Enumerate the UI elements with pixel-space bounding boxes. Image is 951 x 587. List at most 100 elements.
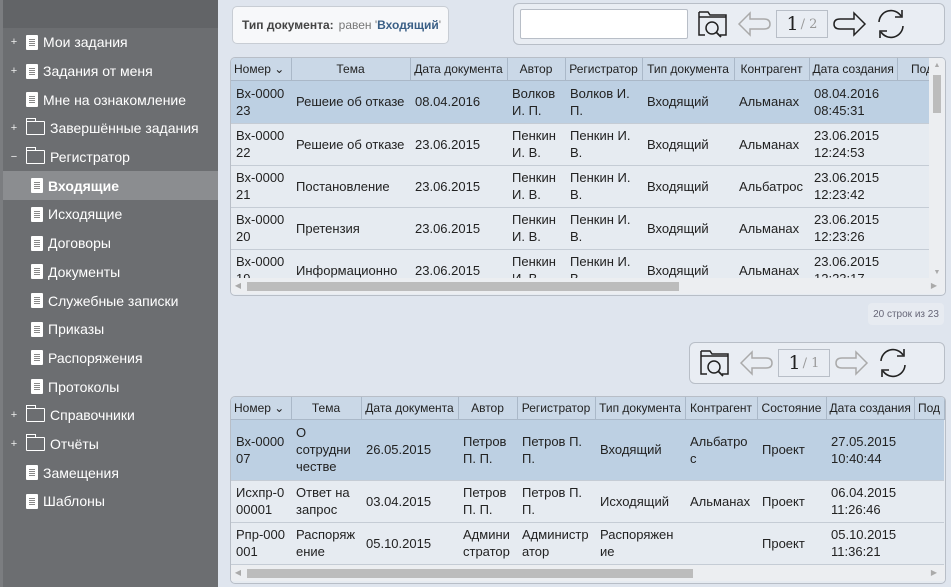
table-cell: 23.06.2015	[410, 165, 507, 208]
table-cell: Пенкин И. В.	[507, 249, 565, 278]
search-folder-button[interactable]	[692, 6, 734, 42]
sidebar-item[interactable]: Входящие	[3, 171, 218, 201]
sidebar-item[interactable]: Мне на ознакомление	[3, 85, 218, 114]
folder-search-icon	[698, 11, 727, 38]
column-header[interactable]: Тема	[291, 397, 362, 420]
document-icon	[31, 235, 43, 251]
sidebar-item-label: Мне на ознакомление	[43, 91, 187, 108]
column-header[interactable]: Тип документа	[595, 397, 686, 420]
table-cell: Проект	[757, 420, 826, 481]
table-cell: Входящий	[595, 420, 685, 481]
horizontal-scrollbar[interactable]: ◀ ▶	[231, 278, 945, 294]
table-cell: Пенкин И. В.	[565, 165, 642, 208]
sidebar: + Мои задания + Задания от меня Мне на ознак…	[0, 0, 218, 587]
refresh-icon	[878, 9, 904, 39]
table-cell: Пенкин И. В.	[565, 249, 642, 278]
sidebar-item[interactable]: Договоры	[3, 229, 218, 258]
sidebar-item[interactable]: Служебные записки	[3, 286, 218, 315]
refresh-button[interactable]	[870, 6, 912, 42]
search-input[interactable]	[520, 9, 688, 39]
column-header[interactable]: Дата создания	[809, 58, 898, 81]
sort-icon[interactable]: ⌄	[270, 400, 285, 415]
column-header[interactable]: Контрагент	[734, 58, 810, 81]
filter-summary[interactable]: Тип документа: равен 'Входящий'	[232, 6, 449, 44]
table-cell: 23.06.2015 12:23:17	[809, 249, 897, 278]
column-header[interactable]: Регистратор	[517, 397, 596, 420]
expander-icon[interactable]: +	[10, 122, 18, 135]
column-header[interactable]: Состояние	[757, 397, 827, 420]
table-cell: Пенкин И. В.	[507, 165, 565, 208]
column-header[interactable]: Номер ⌄	[231, 397, 292, 420]
column-header[interactable]: Автор	[458, 397, 518, 420]
table-row[interactable]: Вх-000022 Решеие об отказе 23.06.2015 Пенки…	[231, 123, 929, 166]
table-row[interactable]: Вх-000023 Решеие об отказе 08.04.2016 Волко…	[231, 81, 929, 124]
row-count: 20 строк из 23	[868, 303, 944, 325]
column-header[interactable]: Автор	[507, 58, 566, 81]
sidebar-item[interactable]: Документы	[3, 258, 218, 287]
table-cell: Входящий	[642, 81, 734, 124]
filter-label: Тип документа:	[242, 18, 334, 32]
document-icon	[31, 321, 43, 337]
sidebar-item[interactable]: + Отчёты	[3, 430, 218, 459]
sidebar-item[interactable]: Шаблоны	[3, 487, 218, 516]
sidebar-item-label: Документы	[48, 263, 121, 280]
column-header[interactable]: Контрагент	[685, 397, 758, 420]
expander-icon[interactable]: +	[10, 437, 18, 450]
sidebar-item[interactable]: + Задания от меня	[3, 57, 218, 86]
table-cell: 03.04.2015	[361, 480, 458, 523]
column-header[interactable]: Регистратор	[565, 58, 643, 81]
sidebar-item-label: Отчёты	[50, 435, 99, 452]
table-cell	[914, 420, 944, 481]
column-header[interactable]: Под	[914, 397, 945, 420]
table-cell: 23.06.2015	[410, 123, 507, 166]
column-header[interactable]: Дата документа	[361, 397, 459, 420]
next-page-button[interactable]	[830, 345, 872, 381]
page-indicator[interactable]: 1/ 1	[778, 349, 830, 377]
table-cell	[897, 249, 929, 278]
sort-icon[interactable]: ⌄	[270, 61, 285, 76]
sidebar-item[interactable]: Приказы	[3, 315, 218, 344]
table-cell: Вх-000021	[231, 165, 291, 208]
sidebar-item[interactable]: + Мои задания	[3, 28, 218, 57]
expander-icon[interactable]: +	[10, 36, 18, 49]
sidebar-item[interactable]: Распоряжения	[3, 344, 218, 373]
horizontal-scrollbar[interactable]: ◀ ▶	[231, 565, 945, 581]
sidebar-item[interactable]: Исходящие	[3, 200, 218, 229]
expander-icon[interactable]: −	[10, 151, 18, 164]
vertical-scrollbar[interactable]: ▲ ▼	[929, 58, 945, 278]
table-cell	[914, 480, 944, 523]
sidebar-item-label: Входящие	[48, 177, 119, 194]
column-header[interactable]: Номер ⌄	[231, 58, 292, 81]
sidebar-item[interactable]: Замещения	[3, 458, 218, 487]
refresh-button[interactable]	[872, 345, 914, 381]
table-cell: Пенкин И. В.	[565, 123, 642, 166]
page-indicator[interactable]: 1/ 2	[776, 10, 828, 38]
sidebar-item[interactable]: Протоколы	[3, 372, 218, 401]
sidebar-item[interactable]: + Завершённые задания	[3, 114, 218, 143]
column-header[interactable]: Тип документа	[642, 58, 735, 81]
sidebar-item[interactable]: − Регистратор	[3, 143, 218, 172]
table-cell: 23.06.2015 12:23:26	[809, 207, 897, 250]
table-row[interactable]: Вх-000020 Претензия 23.06.2015 Пенкин И. В.…	[231, 207, 929, 250]
prev-page-button[interactable]	[736, 345, 778, 381]
table-cell: Петров П. П.	[517, 480, 595, 523]
column-header[interactable]: Дата документа	[410, 58, 508, 81]
expander-icon[interactable]: +	[10, 65, 18, 78]
top-toolbar: 1/ 2	[513, 3, 945, 45]
search-folder-button[interactable]	[694, 345, 736, 381]
column-header[interactable]: Дата создания	[826, 397, 915, 420]
table-cell: Волков И. П.	[565, 81, 642, 124]
table-cell: 23.06.2015 12:23:42	[809, 165, 897, 208]
next-page-button[interactable]	[828, 6, 870, 42]
table-row[interactable]: Исхпр-000001 Ответ на запрос 03.04.2015 Пет…	[231, 480, 944, 523]
column-header[interactable]: Тема	[291, 58, 411, 81]
sidebar-item-label: Шаблоны	[43, 493, 105, 510]
sidebar-item-label: Справочники	[50, 407, 135, 424]
table-row[interactable]: Вх-000007 О сотрудничестве 26.05.2015 Петро…	[231, 420, 944, 481]
table-row[interactable]: Вх-000021 Постановление 23.06.2015 Пенкин И…	[231, 165, 929, 208]
prev-page-button[interactable]	[734, 6, 776, 42]
table-row[interactable]: Рпр-000001 Распоряжение 05.10.2015 Админист…	[231, 522, 944, 565]
expander-icon[interactable]: +	[10, 409, 18, 422]
sidebar-item[interactable]: + Справочники	[3, 401, 218, 430]
